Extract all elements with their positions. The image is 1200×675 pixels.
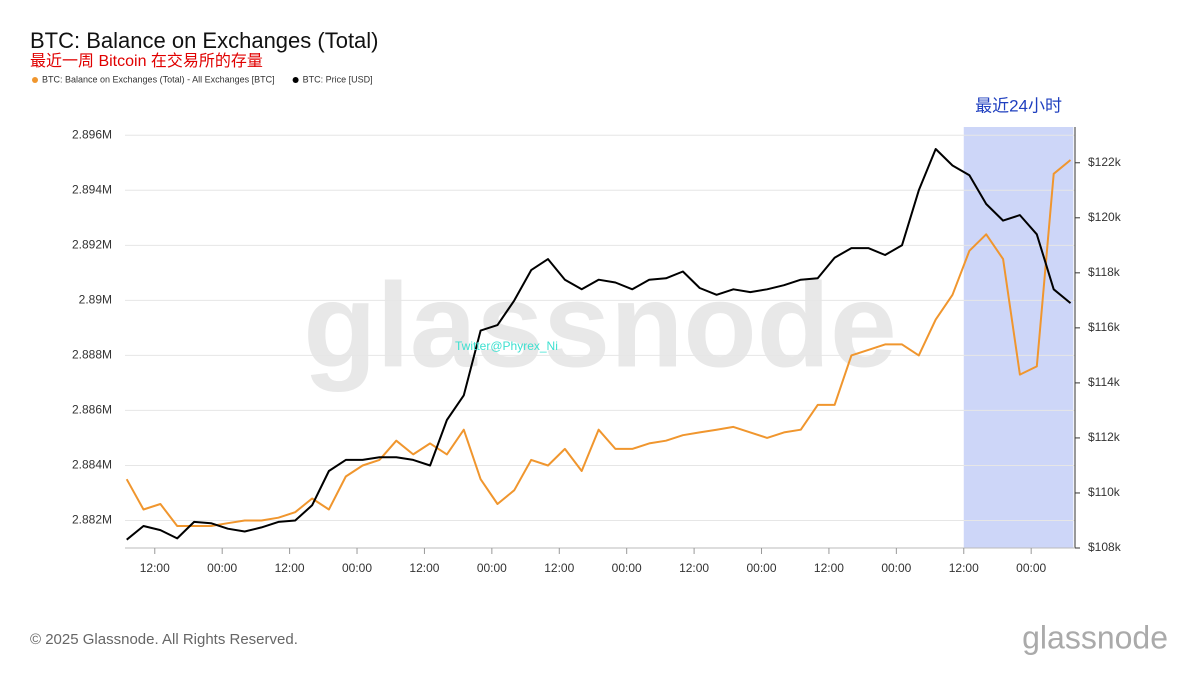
x-tick-label: 00:00 [881, 561, 911, 575]
annotation: Twitter@Phyrex_Ni [455, 339, 558, 353]
y-tick-label: 2.888M [72, 348, 112, 362]
chart-title: BTC: Balance on Exchanges (Total) [30, 28, 379, 53]
series-line [126, 148, 1072, 541]
y2-tick-label: $120k [1088, 210, 1122, 224]
x-tick-label: 12:00 [544, 561, 574, 575]
legend-marker [32, 77, 38, 83]
y-tick-label: 2.896M [72, 127, 112, 141]
footer: © 2025 Glassnode. All Rights Reserved. [30, 631, 298, 648]
x-tick-label: 12:00 [679, 561, 709, 575]
x-tick-label: 12:00 [814, 561, 844, 575]
y-tick-label: 2.884M [72, 458, 112, 472]
x-tick-label: 00:00 [1016, 561, 1046, 575]
x-tick-label: 00:00 [612, 561, 642, 575]
logo: glassnode [1022, 619, 1168, 655]
y2-tick-label: $112k [1088, 430, 1121, 444]
y2-tick-label: $118k [1088, 265, 1121, 279]
x-tick-label: 00:00 [477, 561, 507, 575]
legend-label: BTC: Balance on Exchanges (Total) - All … [42, 74, 275, 84]
series-line [125, 159, 1072, 527]
x-tick-label: 00:00 [342, 561, 372, 575]
x-tick-label: 00:00 [747, 561, 777, 575]
x-tick-label: 12:00 [409, 561, 439, 575]
x-tick-label: 12:00 [275, 561, 305, 575]
x-tick-label: 12:00 [949, 561, 979, 575]
highlight-label: 最近24小时 [975, 96, 1062, 115]
y-tick-label: 2.892M [72, 237, 112, 251]
y-tick-label: 2.886M [72, 403, 112, 417]
y2-tick-label: $116k [1088, 320, 1121, 334]
x-tick-label: 12:00 [140, 561, 170, 575]
y-tick-label: 2.894M [72, 182, 112, 196]
y2-tick-label: $108k [1088, 540, 1122, 554]
y2-tick-label: $110k [1088, 485, 1121, 499]
y2-tick-label: $114k [1088, 375, 1121, 389]
x-tick-label: 00:00 [207, 561, 237, 575]
y2-tick-label: $122k [1088, 155, 1122, 169]
legend-label: BTC: Price [USD] [303, 74, 373, 84]
chart-subtitle: 最近一周 Bitcoin 在交易所的存量 [30, 52, 263, 70]
y-tick-label: 2.882M [72, 513, 112, 527]
legend-marker [292, 77, 299, 83]
y-tick-label: 2.89M [79, 293, 112, 307]
